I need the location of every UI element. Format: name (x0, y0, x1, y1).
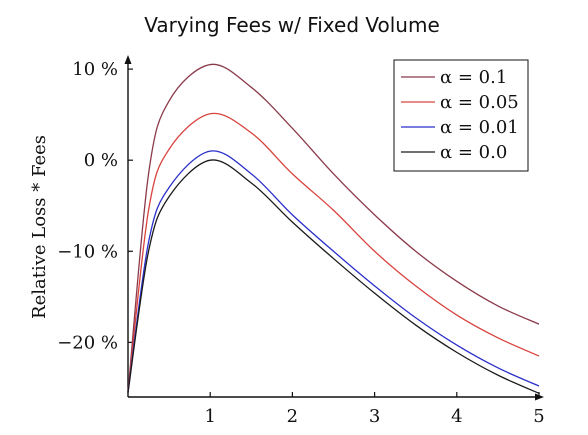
x-tick-label: 4 (451, 406, 462, 427)
series-lines (127, 63, 540, 394)
x-tick-label: 2 (287, 406, 298, 427)
y-tick-label: −10 % (57, 241, 118, 262)
y-tick-label: 0 % (84, 150, 118, 171)
y-tick-label: 10 % (72, 59, 118, 80)
series-line-2 (127, 150, 540, 393)
legend-label-2: α = 0.01 (440, 117, 519, 138)
legend-label-1: α = 0.05 (440, 92, 519, 113)
x-tick-label: 5 (533, 406, 544, 427)
y-axis-arrow (124, 55, 132, 64)
legend-label-3: α = 0.0 (440, 142, 507, 163)
series-line-0 (127, 63, 540, 393)
x-tick-label: 3 (369, 406, 380, 427)
x-tick-label: 1 (204, 406, 215, 427)
series-line-3 (127, 159, 540, 394)
y-axis-label: Relative Loss * Fees (29, 135, 50, 319)
legend-label-0: α = 0.1 (440, 67, 507, 88)
chart-title: Varying Fees w/ Fixed Volume (144, 13, 440, 37)
legend: α = 0.1 α = 0.05 α = 0.01 α = 0.0 (393, 59, 529, 172)
y-tick-label: −20 % (57, 332, 118, 353)
axis-ticks: 1 2 3 4 5 10 % 0 % −10 % −20 % (57, 59, 545, 427)
series-line-1 (127, 112, 540, 393)
